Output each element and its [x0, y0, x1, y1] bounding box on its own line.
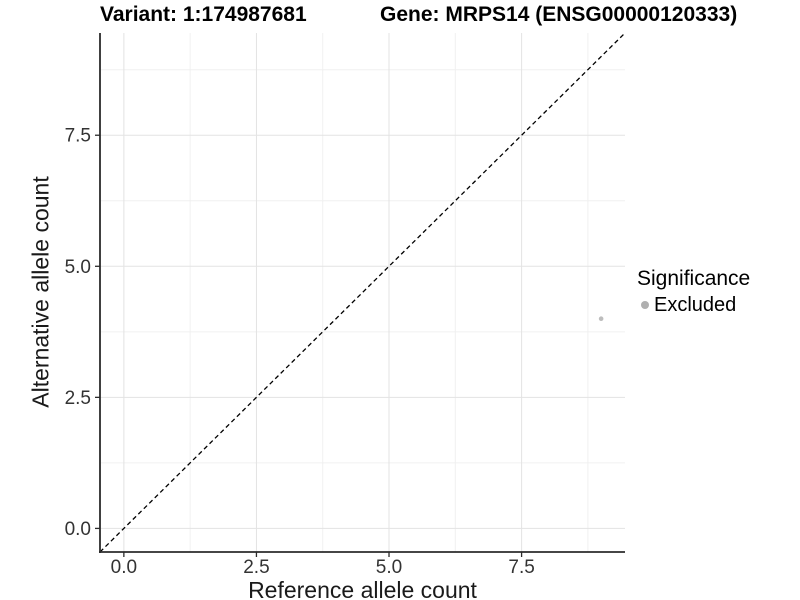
legend: Significance Excluded [637, 267, 750, 316]
identity-reference-line [99, 32, 626, 553]
x-tick-label: 2.5 [243, 557, 269, 578]
legend-item-label: Excluded [654, 294, 737, 317]
legend-point-icon [641, 301, 649, 310]
x-tick-label: 0.0 [111, 557, 137, 578]
x-tick-label: 5.0 [376, 557, 402, 578]
data-point [598, 316, 604, 322]
y-tick-label: 5.0 [65, 257, 91, 278]
x-axis-title: Reference allele count [248, 577, 477, 600]
y-tick-label: 7.5 [65, 126, 91, 147]
plot-title-variant: Variant: 1:174987681 [100, 3, 307, 26]
plot-title-gene: Gene: MRPS14 (ENSG00000120333) [380, 3, 738, 26]
x-tick-label: 7.5 [508, 557, 534, 578]
legend-title: Significance [637, 267, 751, 290]
y-tick-label: 0.0 [65, 519, 91, 540]
y-axis-title: Alternative allele count [27, 176, 54, 408]
y-tick-label: 2.5 [65, 388, 91, 409]
legend-item-excluded: Excluded [637, 294, 750, 316]
